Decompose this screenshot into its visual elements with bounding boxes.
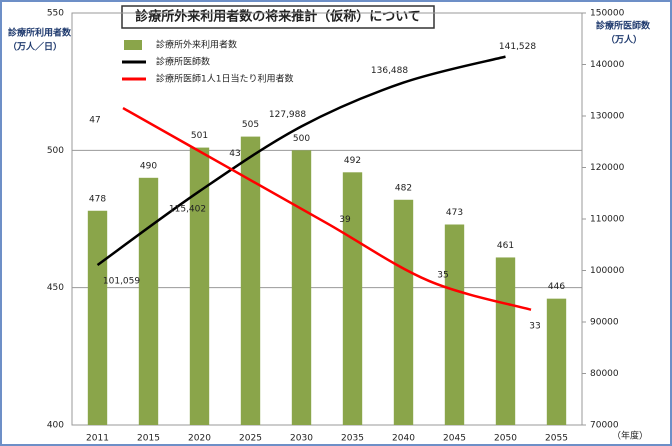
data-label: 478 bbox=[89, 194, 106, 204]
y2-tick-label: 130000 bbox=[590, 112, 625, 122]
legend-label: 診療所外来利用者数 bbox=[156, 39, 237, 51]
data-label: 141,528 bbox=[499, 42, 536, 52]
y-tick-label: 550 bbox=[47, 9, 64, 19]
bar bbox=[291, 150, 312, 426]
y-tick-label: 500 bbox=[47, 146, 64, 156]
y2-tick-label: 150000 bbox=[590, 9, 625, 19]
y2-tick-label: 100000 bbox=[590, 266, 625, 276]
chart-title: 診療所外来利用者数の将来推計（仮称）について bbox=[135, 9, 421, 25]
bar bbox=[393, 199, 414, 425]
y2-axis-label: （万人） bbox=[606, 34, 642, 46]
data-label: 127,988 bbox=[269, 110, 306, 120]
line bbox=[122, 106, 532, 311]
x-tick-label: 2015 bbox=[137, 434, 160, 444]
y2-tick-label: 110000 bbox=[590, 215, 625, 225]
title-box bbox=[121, 5, 435, 29]
bar bbox=[240, 136, 261, 425]
y2-axis-label: 診療所医師数 bbox=[596, 20, 651, 32]
y2-tick-label: 140000 bbox=[590, 60, 625, 70]
data-label: 115,402 bbox=[169, 205, 206, 215]
bar bbox=[495, 257, 516, 425]
x-tick-label: 2045 bbox=[443, 434, 466, 444]
line bbox=[96, 55, 506, 267]
data-label: 505 bbox=[242, 120, 259, 130]
y-axis-label: （万人／日） bbox=[8, 41, 62, 53]
x-tick-label: 2011 bbox=[86, 434, 109, 444]
legend-label: 診療所医師数 bbox=[156, 56, 210, 68]
y2-tick-label: 120000 bbox=[590, 163, 625, 173]
data-label: 473 bbox=[446, 208, 463, 218]
legend-swatch bbox=[124, 40, 142, 50]
data-label: 47 bbox=[89, 116, 100, 126]
data-label: 33 bbox=[529, 321, 540, 331]
data-label: 461 bbox=[497, 241, 514, 251]
data-label: 43 bbox=[229, 149, 240, 159]
data-label: 490 bbox=[140, 161, 157, 171]
x-tick-label: 2050 bbox=[494, 434, 517, 444]
y2-tick-label: 90000 bbox=[590, 318, 619, 328]
y2-tick-label: 70000 bbox=[590, 421, 619, 431]
data-label: 35 bbox=[437, 270, 448, 280]
bar bbox=[87, 210, 108, 425]
data-label: 136,488 bbox=[371, 66, 408, 76]
x-tick-label: 2025 bbox=[239, 434, 262, 444]
data-label: 39 bbox=[339, 215, 351, 225]
data-label: 446 bbox=[548, 282, 565, 292]
y-tick-label: 450 bbox=[47, 283, 64, 293]
y2-tick-label: 80000 bbox=[590, 369, 619, 379]
bar bbox=[189, 147, 210, 425]
x-tick-label: 2020 bbox=[188, 434, 211, 444]
data-label: 482 bbox=[395, 183, 412, 193]
y-tick-label: 400 bbox=[47, 421, 64, 431]
x-tick-label: 2030 bbox=[290, 434, 313, 444]
bar bbox=[342, 172, 363, 425]
x-tick-label: 2035 bbox=[341, 434, 364, 444]
x-axis-label: （年度） bbox=[612, 430, 648, 442]
bar bbox=[546, 298, 567, 425]
x-tick-label: 2055 bbox=[545, 434, 568, 444]
y-axis-label: 診療所利用者数 bbox=[8, 27, 72, 39]
x-tick-label: 2040 bbox=[392, 434, 415, 444]
legend-label: 診療所医師1人1日当たり利用者数 bbox=[156, 73, 293, 85]
data-label: 501 bbox=[191, 131, 208, 141]
bar bbox=[444, 224, 465, 425]
data-label: 500 bbox=[293, 134, 310, 144]
data-label: 101,059 bbox=[103, 277, 140, 287]
data-label: 492 bbox=[344, 156, 361, 166]
bar bbox=[138, 177, 159, 425]
